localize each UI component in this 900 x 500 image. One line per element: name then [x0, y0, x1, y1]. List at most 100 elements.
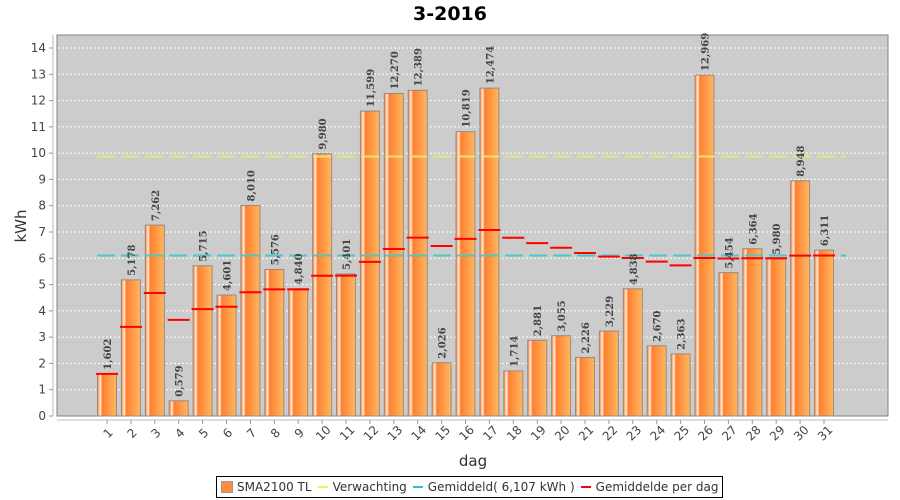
- bar: [431, 362, 452, 417]
- bar: [336, 273, 356, 417]
- x-tick-label: 20: [552, 423, 573, 444]
- y-tick-label: 7: [38, 225, 46, 239]
- legend-item-gemiddeld: Gemiddeld( 6,107 kWh ): [412, 480, 575, 494]
- data-label: 7,262: [151, 190, 162, 221]
- daily-average-series: [96, 228, 835, 375]
- data-label: 11,599: [366, 69, 377, 107]
- legend-swatch-line-icon: [580, 486, 591, 488]
- data-label: 1,602: [103, 339, 114, 370]
- x-tick-label: 22: [600, 423, 621, 444]
- y-tick-label: 14: [31, 41, 46, 55]
- bar: [359, 110, 380, 417]
- bar: [598, 330, 619, 417]
- data-label: 6,311: [820, 215, 831, 246]
- bar: [120, 279, 141, 417]
- bar: [646, 345, 667, 417]
- bar: [503, 370, 524, 417]
- data-label: 10,819: [462, 89, 473, 127]
- chart-title: 3-2016: [413, 3, 487, 25]
- legend-swatch-line-icon: [317, 486, 328, 488]
- bar: [742, 248, 763, 417]
- y-tick-label: 12: [31, 94, 46, 108]
- bar: [766, 258, 787, 417]
- bar: [670, 353, 691, 417]
- x-tick-label: 25: [671, 423, 692, 444]
- y-tick-label: 2: [38, 356, 46, 370]
- x-tick-label: 2: [124, 426, 139, 441]
- data-label: 4,838: [629, 253, 640, 284]
- x-tick-label: 1: [101, 426, 116, 441]
- x-tick-label: 21: [576, 423, 597, 444]
- legend-label: Gemiddelde per dag: [595, 480, 719, 494]
- x-tick-label: 18: [504, 423, 525, 444]
- y-tick-label: 13: [31, 67, 46, 81]
- bar: [216, 294, 237, 417]
- bar: [240, 204, 261, 417]
- bar: [622, 288, 643, 417]
- data-label: 2,226: [581, 322, 592, 353]
- legend: SMA2100 TL Verwachting Gemiddeld( 6,107 …: [216, 476, 724, 498]
- x-tick-label: 3: [148, 426, 163, 441]
- x-tick-label: 27: [719, 423, 740, 444]
- x-tick-label: 29: [767, 423, 788, 444]
- legend-item-verwachting: Verwachting: [317, 480, 407, 494]
- bar: [407, 89, 428, 417]
- x-tick-label: 5: [196, 426, 211, 441]
- y-tick-label: 8: [38, 199, 46, 213]
- bar: [192, 265, 213, 417]
- data-label: 5,454: [724, 237, 735, 268]
- data-label: 4,840: [294, 253, 305, 284]
- bar: [288, 288, 309, 417]
- x-tick-label: 17: [480, 423, 501, 444]
- y-tick-label: 9: [38, 172, 46, 186]
- data-label: 5,980: [772, 223, 783, 254]
- bar: [479, 87, 500, 417]
- data-label: 9,980: [318, 118, 329, 149]
- x-tick-label: 9: [292, 426, 307, 441]
- legend-label: Gemiddeld( 6,107 kWh ): [427, 480, 575, 494]
- x-tick-label: 24: [648, 423, 669, 444]
- x-tick-label: 14: [409, 423, 430, 444]
- data-label: 12,969: [701, 33, 712, 71]
- data-label: 5,576: [270, 234, 281, 265]
- data-label: 4,601: [223, 260, 234, 291]
- data-label: 0,579: [175, 365, 186, 396]
- data-label: 3,229: [605, 296, 616, 327]
- data-labels: 1,602 5,178 7,262 0,579 5,715 4,601 8,010 5,576…: [103, 33, 831, 397]
- y-tick-label: 1: [38, 383, 46, 397]
- y-tick-label: 11: [31, 120, 46, 134]
- x-tick-label: 23: [624, 423, 645, 444]
- y-axis-label: kWh: [12, 209, 30, 242]
- data-label: 12,389: [414, 48, 425, 86]
- x-tick-label: 13: [385, 423, 406, 444]
- x-tick-label: 4: [172, 426, 187, 441]
- x-tick-label: 31: [815, 423, 836, 444]
- x-tick-label: 7: [244, 426, 259, 441]
- x-tick-label: 16: [456, 423, 477, 444]
- data-label: 3,055: [557, 300, 568, 331]
- x-tick-label: 8: [268, 426, 283, 441]
- legend-swatch-line-icon: [412, 486, 423, 488]
- y-tick-label: 6: [38, 251, 46, 265]
- x-tick-label: 19: [528, 423, 549, 444]
- reference-lines: [97, 155, 846, 257]
- x-tick-label: 6: [220, 426, 235, 441]
- y-tick-label: 0: [38, 409, 46, 423]
- y-tick-label: 10: [31, 146, 46, 160]
- bar: [527, 339, 548, 417]
- data-label: 2,026: [438, 327, 449, 358]
- data-label: 1,714: [509, 336, 520, 367]
- bar: [455, 131, 476, 417]
- bar: [718, 272, 739, 417]
- data-label: 2,670: [653, 310, 664, 341]
- bar: [551, 335, 572, 417]
- bar: [97, 373, 117, 417]
- data-label: 5,178: [127, 245, 138, 276]
- y-tick-label: 5: [38, 278, 46, 292]
- x-tick-label: 26: [695, 423, 716, 444]
- legend-label: SMA2100 TL: [237, 480, 312, 494]
- bar: [790, 180, 811, 417]
- data-label: 8,010: [246, 170, 257, 201]
